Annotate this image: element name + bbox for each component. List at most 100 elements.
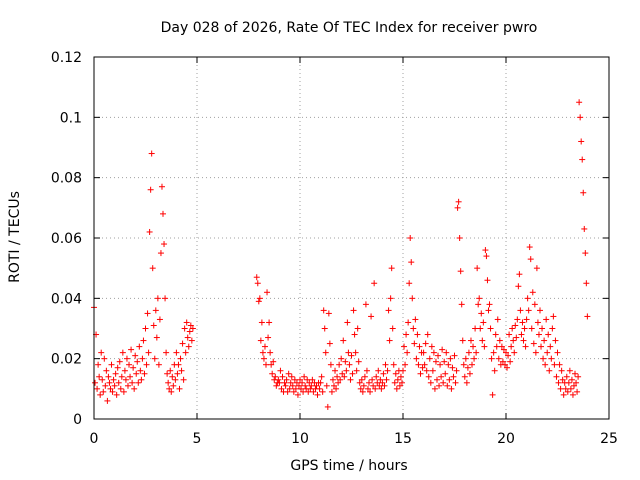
data-point [417, 370, 424, 377]
data-point [387, 295, 394, 302]
data-point [444, 382, 451, 389]
data-point [476, 295, 483, 302]
data-point [539, 325, 546, 332]
data-point [553, 373, 560, 380]
data-point [121, 367, 128, 374]
data-point [516, 271, 523, 278]
data-point [122, 376, 129, 383]
data-point [107, 385, 114, 392]
data-point [484, 277, 491, 284]
data-point [404, 349, 411, 356]
data-point [184, 334, 191, 341]
data-point [492, 331, 499, 338]
data-point [542, 361, 549, 368]
chart-title: Day 028 of 2026, Rate Of TEC Index for r… [161, 20, 538, 36]
grid-layer [94, 57, 609, 419]
data-point [394, 376, 401, 383]
data-point [306, 379, 313, 386]
data-point [464, 364, 471, 371]
data-point [265, 334, 272, 341]
data-point [570, 382, 577, 389]
data-point [374, 379, 381, 386]
data-point [336, 361, 343, 368]
data-point [147, 186, 154, 193]
data-point [428, 343, 435, 350]
data-point [337, 376, 344, 383]
data-point [164, 370, 171, 377]
data-point [289, 382, 296, 389]
data-point [330, 382, 337, 389]
data-point [500, 346, 507, 353]
data-point [534, 319, 541, 326]
data-point [189, 325, 196, 332]
data-point [470, 343, 477, 350]
data-point [439, 346, 446, 353]
data-point [511, 349, 518, 356]
x-axis-label: GPS time / hours [290, 458, 407, 474]
data-point [440, 379, 447, 386]
data-point [583, 280, 590, 287]
data-point [498, 343, 505, 350]
data-point [456, 235, 463, 241]
data-point [408, 259, 415, 266]
data-point [117, 385, 124, 392]
data-point [148, 150, 155, 157]
data-point [183, 319, 190, 326]
data-point [341, 373, 348, 380]
data-point [112, 370, 119, 377]
data-point [278, 385, 285, 392]
data-point [263, 361, 270, 368]
data-point [540, 355, 547, 362]
data-point [370, 382, 377, 389]
data-point [391, 379, 398, 386]
data-point [173, 349, 180, 356]
data-point [362, 301, 369, 308]
data-point [320, 307, 327, 314]
data-point [253, 274, 260, 281]
data-point [157, 250, 164, 257]
data-point [149, 265, 156, 272]
data-point [421, 361, 428, 368]
y-tick-label: 0 [73, 412, 82, 428]
data-point [469, 361, 476, 368]
data-point [325, 310, 332, 317]
data-point [401, 343, 408, 350]
data-point [255, 298, 262, 305]
data-point [257, 337, 264, 344]
data-point [335, 379, 342, 386]
data-point [550, 313, 557, 320]
data-point [563, 373, 570, 380]
data-point [380, 370, 387, 377]
data-point [285, 370, 292, 377]
data-point [493, 343, 500, 350]
data-point [454, 204, 461, 211]
data-point [551, 361, 558, 368]
data-point [459, 337, 466, 344]
data-point [423, 367, 430, 374]
data-point [113, 391, 120, 398]
data-point [541, 337, 548, 344]
data-point [485, 307, 492, 314]
data-point [180, 376, 187, 383]
data-point [162, 295, 169, 302]
data-point [101, 355, 108, 362]
data-point [264, 289, 271, 296]
data-point [482, 247, 489, 254]
data-point [270, 358, 277, 365]
data-point [163, 349, 170, 356]
data-point [177, 355, 184, 362]
data-point [451, 352, 458, 359]
data-point [441, 358, 448, 365]
data-point [110, 376, 117, 383]
data-point [328, 388, 335, 395]
data-point [530, 340, 537, 347]
data-point [369, 376, 376, 383]
data-point [185, 343, 192, 350]
data-point [106, 379, 113, 386]
data-point [137, 367, 144, 374]
data-point [158, 183, 165, 190]
data-point [523, 316, 530, 323]
data-point [313, 382, 320, 389]
data-point [420, 349, 427, 356]
data-point [510, 337, 517, 344]
